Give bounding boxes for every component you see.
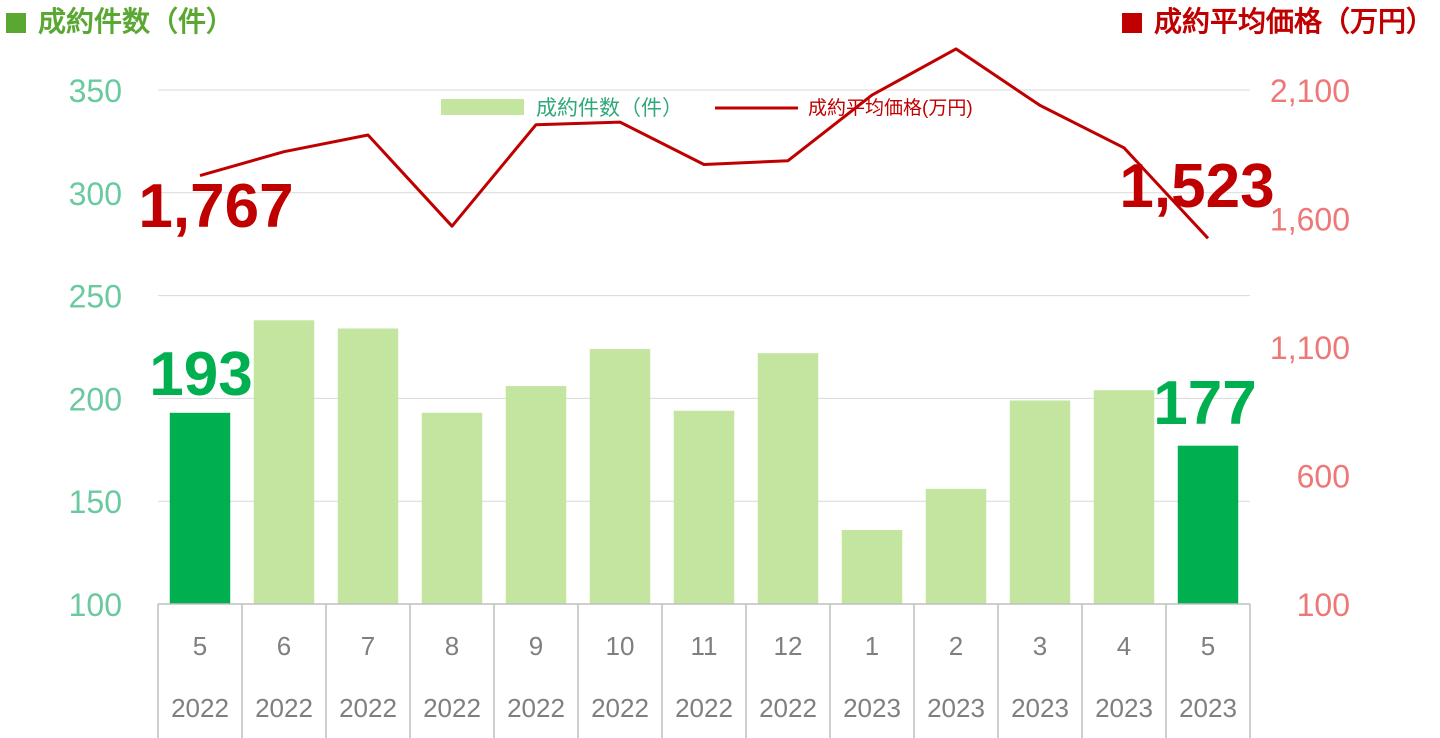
- year-label: 2023: [843, 693, 901, 723]
- right-title-text: 成約平均価格（万円）: [1153, 5, 1434, 38]
- year-label: 2022: [675, 693, 733, 723]
- left-axis-labels: 100 150 200 250 300 350: [69, 73, 122, 623]
- month-label: 8: [445, 631, 459, 661]
- price-first-callout: 1,767: [138, 172, 293, 241]
- left-axis-tick-label: 200: [69, 381, 122, 417]
- left-axis-title: 成約件数（件）: [6, 2, 234, 42]
- legend-line-label: 成約平均価格(万円): [808, 97, 973, 119]
- bar: [841, 529, 903, 604]
- month-label: 12: [774, 631, 803, 661]
- year-label: 2022: [339, 693, 397, 723]
- bar: [337, 328, 399, 604]
- left-axis-tick-label: 350: [69, 73, 122, 109]
- month-label: 3: [1033, 631, 1047, 661]
- right-axis-tick-label: 100: [1297, 587, 1350, 623]
- year-label: 2023: [1179, 693, 1237, 723]
- year-label: 2022: [171, 693, 229, 723]
- price-series-line: [199, 47, 1210, 240]
- bar: [757, 353, 819, 604]
- right-axis-tick-label: 1,600: [1270, 202, 1350, 238]
- legend-bar-label: 成約件数（件）: [536, 97, 683, 120]
- bar: [1009, 400, 1071, 604]
- count-first-callout: 193: [149, 340, 252, 409]
- bar: [1093, 390, 1155, 604]
- left-axis-tick-label: 100: [69, 587, 122, 623]
- month-label: 6: [277, 631, 291, 661]
- price-last-callout: 1,523: [1119, 152, 1274, 221]
- year-label: 2023: [1095, 693, 1153, 723]
- year-label: 2022: [759, 693, 817, 723]
- year-label: 2022: [591, 693, 649, 723]
- count-last-callout: 177: [1153, 369, 1256, 438]
- bars: [169, 320, 1239, 604]
- left-axis-tick-label: 150: [69, 484, 122, 520]
- year-label: 2023: [1011, 693, 1069, 723]
- right-axis-labels: 100 600 1,100 1,600 2,100: [1270, 73, 1350, 623]
- bar: [169, 412, 231, 604]
- bar: [589, 349, 651, 604]
- month-label: 2: [949, 631, 963, 661]
- bar: [673, 410, 735, 604]
- legend: 成約件数（件） 成約平均価格(万円): [441, 97, 973, 120]
- right-axis-tick-label: 2,100: [1270, 73, 1350, 109]
- left-axis-tick-label: 300: [69, 176, 122, 212]
- month-label: 9: [529, 631, 543, 661]
- year-label: 2022: [507, 693, 565, 723]
- bar: [1177, 445, 1239, 604]
- month-label: 4: [1117, 631, 1131, 661]
- year-label: 2022: [423, 693, 481, 723]
- right-axis-tick-label: 1,100: [1270, 330, 1350, 366]
- month-label: 7: [361, 631, 375, 661]
- year-label: 2022: [255, 693, 313, 723]
- month-label: 1: [865, 631, 879, 661]
- left-axis-tick-label: 250: [69, 279, 122, 315]
- bar: [421, 412, 483, 604]
- month-label: 10: [606, 631, 635, 661]
- x-axis-table: 5202262022720228202292022102022112022122…: [157, 603, 1251, 738]
- bar: [925, 488, 987, 604]
- callouts: 1,767 1,523 193 177: [138, 152, 1274, 438]
- right-title-swatch: [1121, 13, 1142, 33]
- month-label: 5: [1201, 631, 1215, 661]
- month-label: 5: [193, 631, 207, 661]
- month-label: 11: [691, 631, 718, 661]
- bar: [505, 386, 567, 604]
- legend-bar-swatch: [441, 99, 524, 115]
- left-title-swatch: [6, 13, 26, 33]
- bar: [253, 320, 315, 604]
- left-title-text: 成約件数（件）: [38, 5, 235, 38]
- right-axis-tick-label: 600: [1297, 459, 1350, 495]
- year-label: 2023: [927, 693, 985, 723]
- right-axis-title: 成約平均価格（万円）: [1121, 2, 1434, 42]
- price-line: [199, 47, 1210, 240]
